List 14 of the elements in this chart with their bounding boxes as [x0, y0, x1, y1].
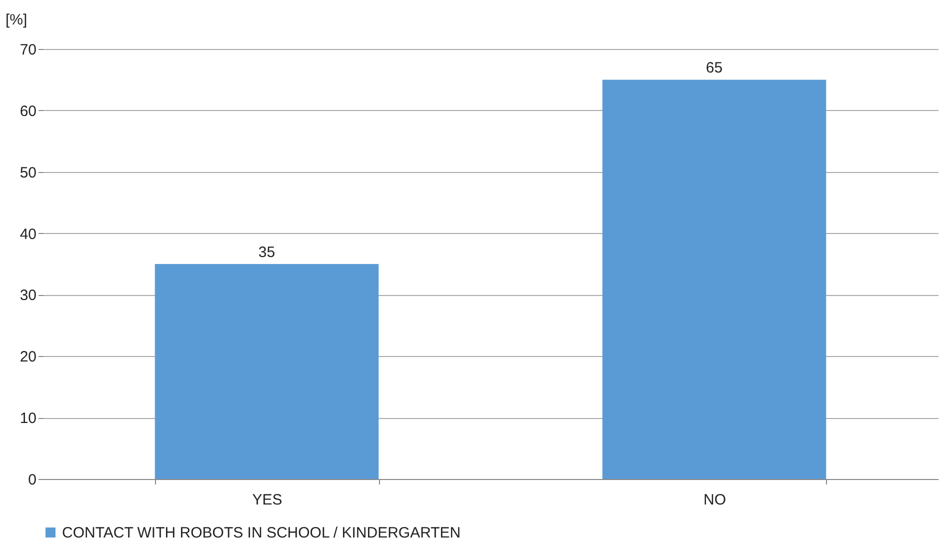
y-tick-label: 30 [20, 287, 36, 304]
y-tick-label: 40 [20, 226, 36, 243]
data-label: 35 [258, 244, 276, 261]
x-tick-label: YES [252, 492, 282, 508]
y-tick-label: 10 [20, 410, 36, 428]
y-tick-label: 20 [20, 348, 36, 366]
y-tick-label: 50 [20, 164, 36, 182]
y-tick-label: 0 [28, 472, 36, 488]
legend-label: CONTACT WITH ROBOTS IN SCHOOL / KINDERGARTEN [62, 524, 461, 542]
y-tick-label: 70 [20, 42, 36, 58]
data-label: 65 [706, 60, 723, 77]
y-tick-label: 60 [20, 102, 36, 120]
y-axis-title: [%] [6, 12, 28, 28]
x-tick-label: NO [704, 492, 726, 508]
